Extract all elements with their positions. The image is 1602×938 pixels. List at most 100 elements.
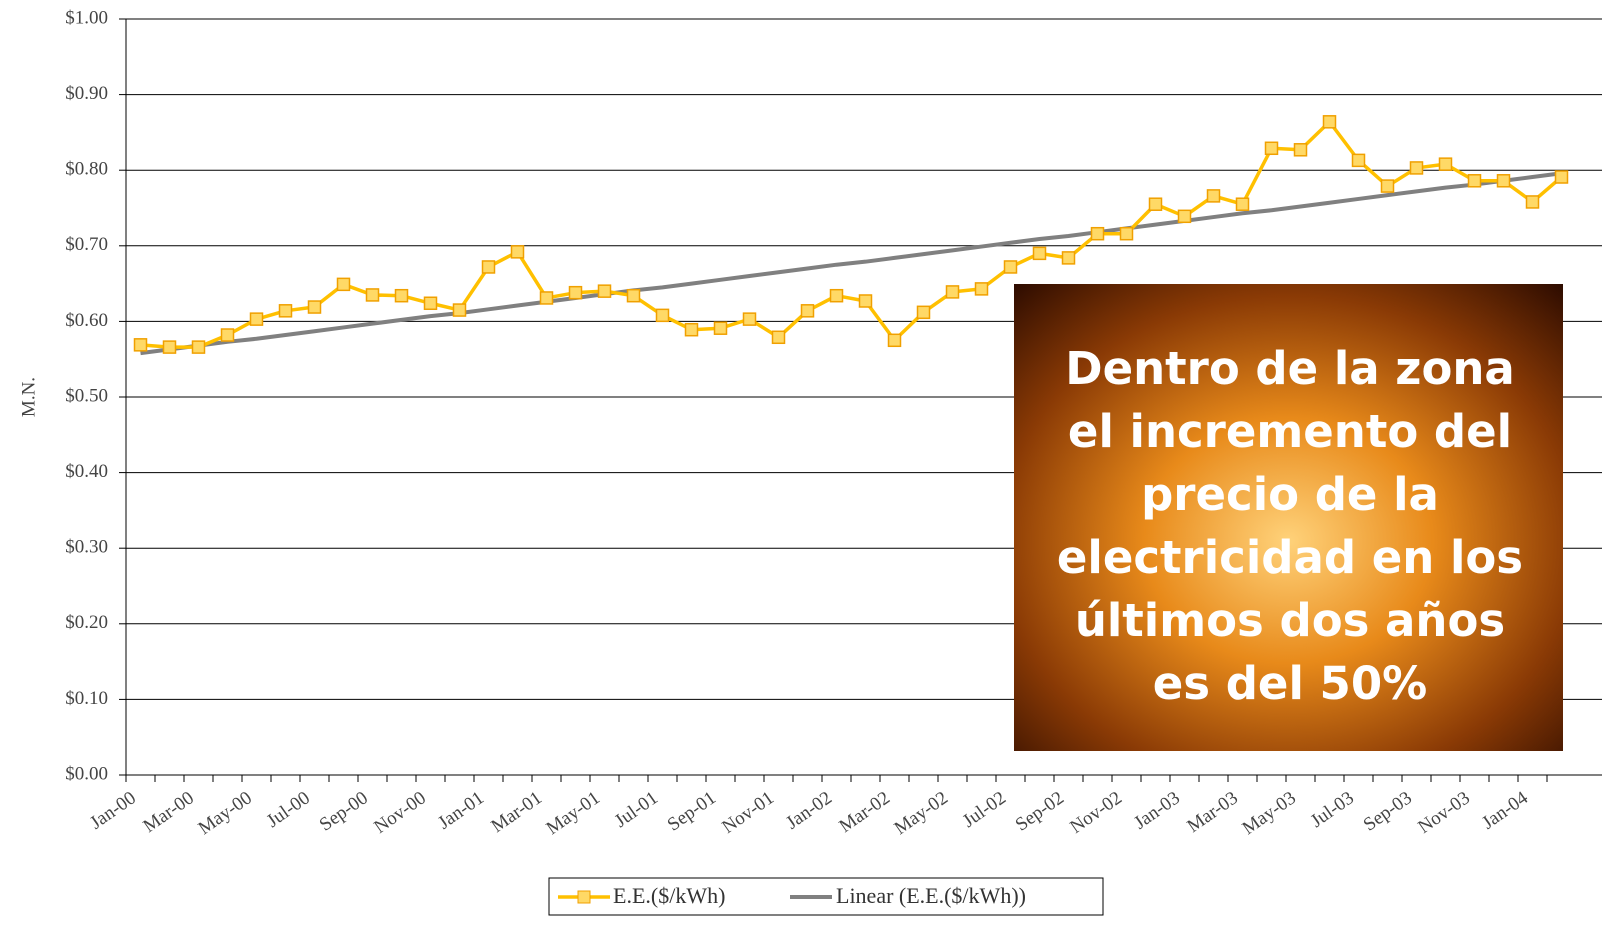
data-marker — [367, 289, 379, 301]
x-tick-label: Sep-01 — [664, 787, 720, 835]
data-marker — [164, 341, 176, 353]
x-tick-label: May-01 — [543, 787, 604, 839]
y-tick-label: $0.00 — [65, 763, 108, 784]
data-marker — [454, 304, 466, 316]
x-tick-label: Jul-03 — [1307, 787, 1358, 831]
data-marker — [1527, 196, 1539, 208]
x-tick-label: Mar-02 — [835, 787, 893, 837]
x-tick-label: Jan-00 — [86, 787, 140, 833]
callout: Dentro de la zona el incremento del precio… — [1014, 284, 1563, 751]
data-marker — [396, 290, 408, 302]
data-marker — [889, 334, 901, 346]
data-marker — [1034, 247, 1046, 259]
data-marker — [1295, 144, 1307, 156]
data-marker — [483, 261, 495, 273]
x-tick-label: May-00 — [195, 787, 256, 839]
data-marker — [280, 305, 292, 317]
data-marker — [1237, 198, 1249, 210]
x-tick-label: Sep-03 — [1360, 787, 1416, 835]
data-marker — [1179, 210, 1191, 222]
x-tick-label: Nov-01 — [718, 787, 778, 838]
data-marker — [715, 322, 727, 334]
data-marker — [686, 324, 698, 336]
x-tick-label: Sep-02 — [1012, 787, 1068, 835]
data-marker — [309, 301, 321, 313]
data-marker — [1382, 180, 1394, 192]
data-marker — [657, 309, 669, 321]
data-marker — [1324, 116, 1336, 128]
x-tick-label: Jan-02 — [782, 787, 836, 833]
y-tick-label: $0.70 — [65, 234, 108, 255]
data-marker — [1411, 162, 1423, 174]
data-marker — [222, 329, 234, 341]
x-tick-label: Jan-01 — [434, 787, 488, 833]
data-marker — [1440, 158, 1452, 170]
callout-text: precio de la — [1141, 468, 1439, 521]
data-marker — [744, 313, 756, 325]
data-marker — [1353, 154, 1365, 166]
data-marker — [860, 295, 872, 307]
y-tick-label: $0.20 — [65, 612, 108, 633]
y-tick-label: $0.50 — [65, 385, 108, 406]
data-marker — [831, 290, 843, 302]
page: M.N. $0.00 $0.10 $0.20 $0.30 $0.40 $0.50 $0.60… — [0, 0, 1602, 938]
data-marker — [512, 246, 524, 258]
legend: E.E.($/kWh) Linear (E.E.($/kWh)) — [549, 878, 1103, 915]
y-tick-label: $0.60 — [65, 310, 108, 331]
x-tick-label: Jul-00 — [263, 787, 314, 831]
data-marker — [251, 313, 263, 325]
callout-text: es del 50% — [1153, 657, 1428, 710]
data-marker — [193, 341, 205, 353]
data-marker — [1556, 171, 1568, 183]
data-marker — [1092, 228, 1104, 240]
data-marker — [1150, 198, 1162, 210]
x-tick-label: Nov-02 — [1066, 787, 1126, 838]
callout-text: Dentro de la zona — [1065, 342, 1515, 395]
data-marker — [1266, 142, 1278, 154]
chart: M.N. $0.00 $0.10 $0.20 $0.30 $0.40 $0.50 $0.60… — [0, 0, 1602, 938]
x-tick-label: Sep-00 — [316, 787, 372, 835]
y-tick-label: $0.40 — [65, 461, 108, 482]
data-marker — [1498, 175, 1510, 187]
legend-swatch — [578, 891, 590, 903]
data-marker — [425, 297, 437, 309]
data-marker — [1005, 261, 1017, 273]
y-tick-label: $0.90 — [65, 83, 108, 104]
x-tick-label: Mar-00 — [139, 787, 197, 837]
x-tick-label: May-03 — [1239, 787, 1300, 839]
data-marker — [599, 285, 611, 297]
x-tick-label: Nov-00 — [370, 787, 430, 838]
y-tick-label: $1.00 — [65, 7, 108, 28]
data-marker — [947, 286, 959, 298]
y-tick-label: $0.10 — [65, 688, 108, 709]
data-marker — [135, 339, 147, 351]
data-marker — [541, 292, 553, 304]
y-tick-label: $0.30 — [65, 537, 108, 558]
data-marker — [1469, 175, 1481, 187]
data-marker — [570, 287, 582, 299]
data-marker — [628, 290, 640, 302]
legend-label: E.E.($/kWh) — [613, 883, 725, 908]
x-tick-label: May-02 — [891, 787, 952, 839]
data-marker — [1208, 190, 1220, 202]
data-marker — [976, 283, 988, 295]
data-marker — [338, 278, 350, 290]
callout-text: el incremento del — [1068, 405, 1512, 458]
x-tick-label: Jul-02 — [959, 787, 1010, 831]
data-marker — [1121, 228, 1133, 240]
data-marker — [918, 306, 930, 318]
data-marker — [802, 305, 814, 317]
data-marker — [773, 331, 785, 343]
x-tick-label: Mar-03 — [1183, 787, 1241, 837]
x-tick-label: Jan-04 — [1478, 787, 1532, 834]
x-tick-label: Nov-03 — [1414, 787, 1474, 838]
callout-text: electricidad en los — [1057, 531, 1523, 584]
x-tick-label: Jan-03 — [1130, 787, 1184, 833]
x-tick-label: Mar-01 — [487, 787, 545, 837]
y-tick-label: $0.80 — [65, 159, 108, 180]
x-tick-label: Jul-01 — [611, 787, 662, 831]
legend-label: Linear (E.E.($/kWh)) — [836, 883, 1026, 908]
y-axis-label: M.N. — [18, 377, 39, 417]
callout-text: últimos dos años — [1075, 594, 1505, 647]
data-marker — [1063, 252, 1075, 264]
